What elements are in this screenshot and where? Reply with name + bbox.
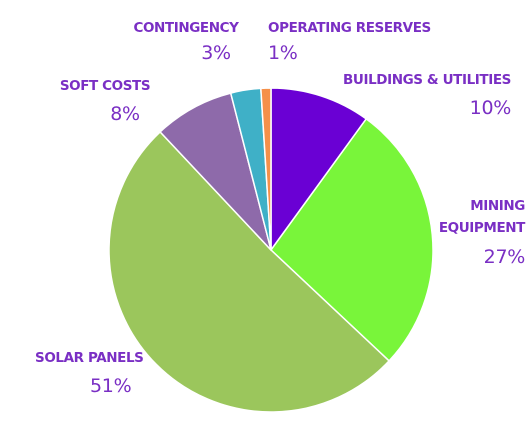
slice-label-solar-panels: SOLAR PANELS	[35, 350, 144, 366]
pie-slice-solar-panels	[108, 131, 390, 413]
slice-labels: BUILDINGS & UTILITIES 10% MINING EQUIPMENT 2…	[35, 20, 527, 397]
pie-slice-buildings-and-utilities	[270, 87, 367, 251]
slice-label-contingency: CONTINGENCY	[133, 20, 239, 36]
slice-label-soft-costs: SOFT COSTS	[60, 78, 150, 94]
pie-slice-operating-reserves	[260, 87, 272, 251]
slice-value-solar-panels: 51%	[90, 375, 131, 397]
slice-value-contingency: 3%	[201, 42, 231, 64]
slice-label-operating-reserves: OPERATING RESERVES	[268, 20, 431, 36]
slice-label-mining-equipment-line-1: MINING	[470, 198, 525, 214]
slice-value-operating-reserves: 1%	[268, 42, 298, 64]
slice-value-buildings-and-utilities: 10%	[470, 97, 511, 119]
slice-label-buildings-and-utilities: BUILDINGS & UTILITIES	[343, 72, 511, 88]
pie-slices	[108, 87, 434, 413]
pie-slice-mining-equipment	[270, 118, 434, 362]
slice-value-mining-equipment: 27%	[484, 246, 525, 268]
slice-label-mining-equipment-line-2: EQUIPMENT	[439, 220, 526, 236]
slice-value-soft-costs: 8%	[110, 103, 140, 125]
